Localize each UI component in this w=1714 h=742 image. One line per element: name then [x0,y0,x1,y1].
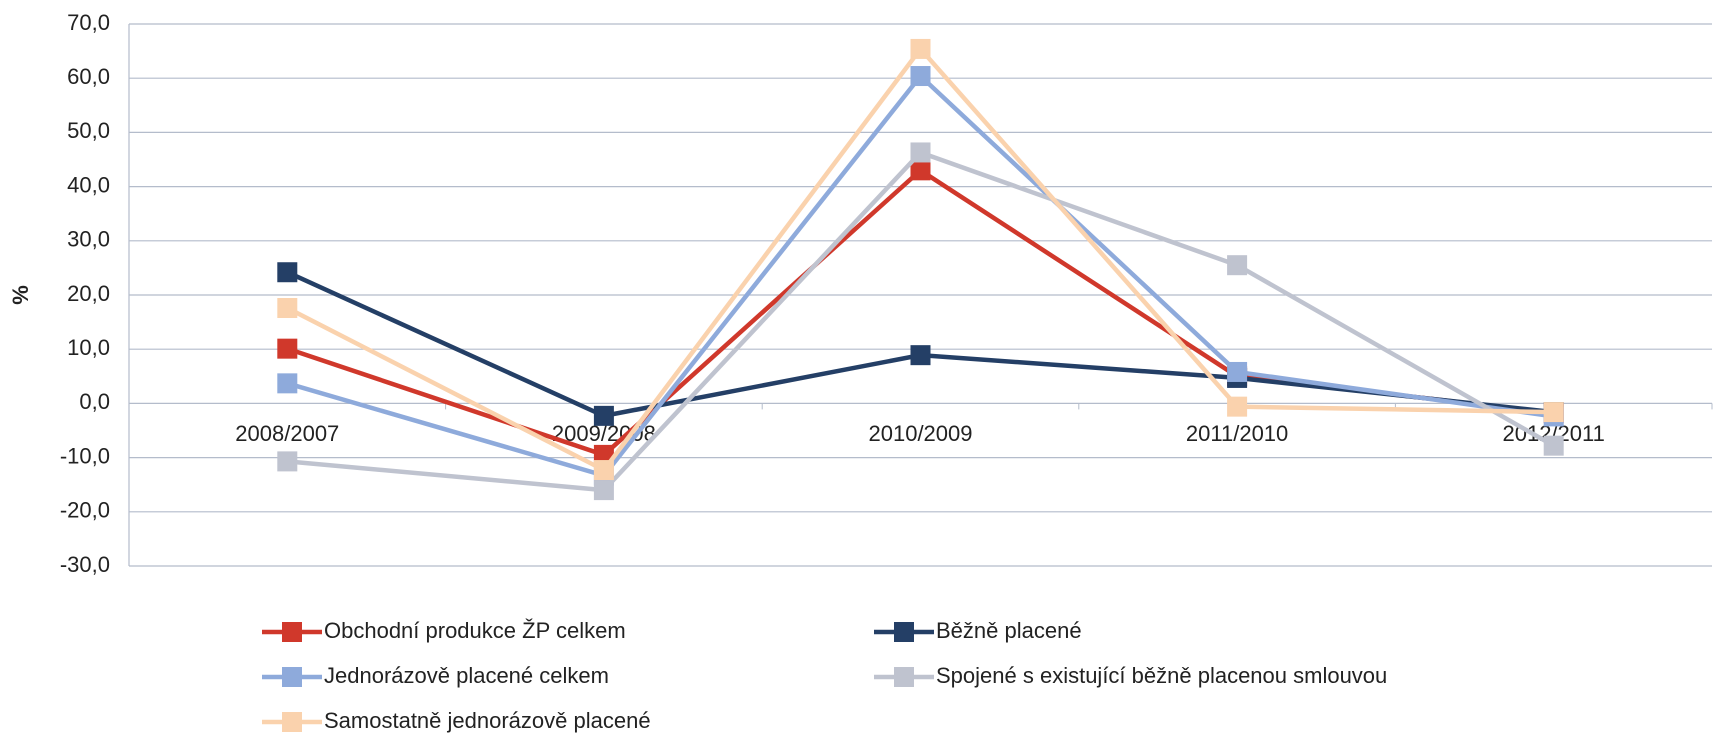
y-tick-label: -10,0 [60,443,110,468]
y-tick-label: 70,0 [67,10,110,35]
marker [593,405,614,426]
legend-label: Běžně placené [936,618,1082,643]
y-tick-label: 30,0 [67,227,110,252]
legend-marker [282,667,302,687]
y-tick-label: 50,0 [67,118,110,143]
y-tick-label: 40,0 [67,172,110,197]
marker [1543,435,1564,456]
x-tick-label: 2008/2007 [235,421,339,446]
legend-label: Spojené s existující běžně placenou smlo… [936,663,1387,688]
marker [910,345,931,366]
marker [910,160,931,181]
x-tick-label: 2010/2009 [869,421,973,446]
y-tick-label: 0,0 [79,389,110,414]
marker [910,38,931,59]
legend-label: Obchodní produkce ŽP celkem [324,618,626,643]
y-axis-label: % [8,285,33,305]
y-tick-label: 60,0 [67,64,110,89]
series-line [286,167,1554,458]
y-tick-label: 20,0 [67,281,110,306]
marker [277,451,298,472]
series-line [286,72,1555,479]
legend-marker [894,667,914,687]
marker [1227,255,1248,276]
y-tick-label: 10,0 [67,335,110,360]
marker [277,338,298,359]
marker [1227,396,1248,417]
marker [277,298,298,319]
legend-marker [894,622,914,642]
series-line [286,270,1554,419]
marker [277,262,298,283]
legend-marker [282,712,302,732]
y-tick-label: -20,0 [60,498,110,523]
y-tick-label: -30,0 [60,552,110,577]
legend-label: Jednorázově placené celkem [324,663,609,688]
marker [277,373,298,394]
series-line [286,45,1554,473]
x-tick-label: 2011/2010 [1186,421,1288,446]
marker [593,480,614,501]
marker [910,66,931,87]
legend-marker [282,622,302,642]
marker [1543,402,1564,423]
legend-label: Samostatně jednorázově placené [324,708,651,733]
marker [593,460,614,481]
marker [1227,361,1248,382]
marker [910,142,931,163]
